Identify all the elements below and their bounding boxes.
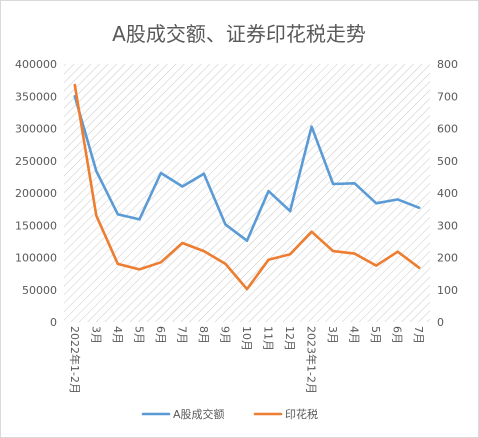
x-axis-tick-label: 7月 [412, 326, 425, 344]
x-axis-tick-label: 11月 [262, 326, 275, 351]
x-axis-tick-label: 7月 [175, 326, 188, 344]
left-axis-tick-label: 150000 [15, 219, 57, 232]
left-axis-tick-label: 350000 [15, 90, 57, 103]
right-axis-tick-label: 400 [437, 187, 458, 200]
x-axis-tick-label: 9月 [218, 326, 231, 344]
right-axis-tick-label: 0 [437, 316, 444, 329]
series-line-1 [73, 95, 421, 242]
x-axis-tick-label: 3月 [89, 326, 102, 344]
right-axis-tick-label: 500 [437, 155, 458, 168]
x-axis-tick-label: 6月 [391, 326, 404, 344]
right-axis-tick-label: 200 [437, 252, 458, 265]
x-axis-tick-label: 8月 [197, 326, 210, 344]
legend-label: A股成交额 [173, 407, 225, 421]
x-axis-tick-label: 2023年1-2月 [305, 326, 319, 394]
left-axis-tick-label: 400000 [15, 58, 57, 71]
left-axis-tick-label: 250000 [15, 155, 57, 168]
right-axis-tick-label: 300 [437, 219, 458, 232]
series-line-2 [73, 83, 421, 291]
left-axis-tick-label: 300000 [15, 123, 57, 136]
x-axis-tick-label: 6月 [154, 326, 167, 344]
left-axis-tick-label: 50000 [22, 284, 57, 297]
chart-title: A股成交额、证券印花税走势 [112, 22, 366, 46]
left-axis-tick-label: 200000 [15, 187, 57, 200]
left-axis-tick-label: 0 [50, 316, 57, 329]
x-axis-tick-label: 12月 [283, 326, 296, 351]
x-axis-tick-label: 4月 [111, 326, 124, 344]
x-axis-tick-label: 10月 [240, 326, 253, 351]
left-axis-tick-label: 100000 [15, 252, 57, 265]
plot-area [64, 64, 430, 322]
right-axis-tick-label: 100 [437, 284, 458, 297]
x-axis-tick-label: 5月 [369, 326, 382, 344]
legend-label: 印花税 [285, 407, 318, 421]
x-axis-tick-label: 4月 [348, 326, 361, 344]
x-axis-tick-label: 2022年1-2月 [68, 326, 82, 394]
x-axis-tick-label: 5月 [132, 326, 145, 344]
right-axis-tick-label: 700 [437, 90, 458, 103]
right-axis-tick-label: 800 [437, 58, 458, 71]
x-axis-tick-label: 3月 [326, 326, 339, 344]
right-axis-tick-label: 600 [437, 123, 458, 136]
